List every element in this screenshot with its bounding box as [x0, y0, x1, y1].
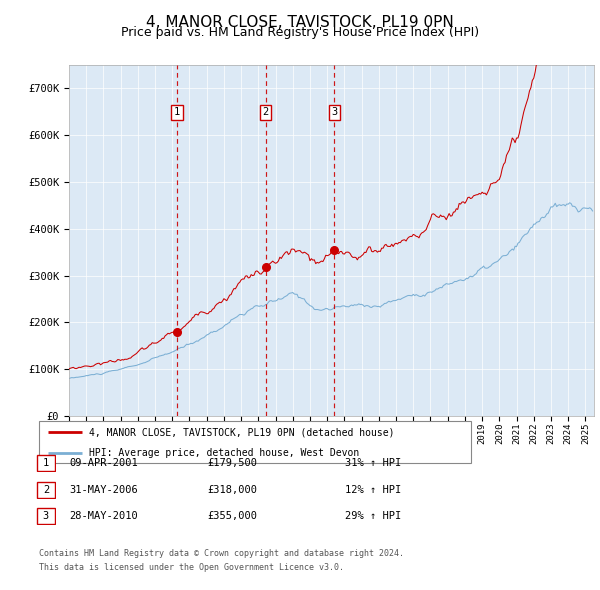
Text: 4, MANOR CLOSE, TAVISTOCK, PL19 0PN: 4, MANOR CLOSE, TAVISTOCK, PL19 0PN [146, 15, 454, 30]
Text: £179,500: £179,500 [207, 458, 257, 468]
Text: 28-MAY-2010: 28-MAY-2010 [69, 512, 138, 521]
Text: 29% ↑ HPI: 29% ↑ HPI [345, 512, 401, 521]
Text: £355,000: £355,000 [207, 512, 257, 521]
Text: 09-APR-2001: 09-APR-2001 [69, 458, 138, 468]
Text: 31% ↑ HPI: 31% ↑ HPI [345, 458, 401, 468]
FancyBboxPatch shape [37, 455, 55, 471]
Text: Price paid vs. HM Land Registry's House Price Index (HPI): Price paid vs. HM Land Registry's House … [121, 26, 479, 39]
Text: This data is licensed under the Open Government Licence v3.0.: This data is licensed under the Open Gov… [39, 563, 344, 572]
Text: 12% ↑ HPI: 12% ↑ HPI [345, 485, 401, 494]
Text: Contains HM Land Registry data © Crown copyright and database right 2024.: Contains HM Land Registry data © Crown c… [39, 549, 404, 558]
Text: 31-MAY-2006: 31-MAY-2006 [69, 485, 138, 494]
Text: HPI: Average price, detached house, West Devon: HPI: Average price, detached house, West… [89, 448, 359, 457]
FancyBboxPatch shape [39, 421, 471, 463]
Text: 2: 2 [262, 107, 269, 117]
Text: 3: 3 [331, 107, 337, 117]
Text: 4, MANOR CLOSE, TAVISTOCK, PL19 0PN (detached house): 4, MANOR CLOSE, TAVISTOCK, PL19 0PN (det… [89, 427, 394, 437]
Text: 2: 2 [43, 485, 49, 494]
Text: £318,000: £318,000 [207, 485, 257, 494]
FancyBboxPatch shape [37, 508, 55, 524]
Text: 1: 1 [43, 458, 49, 468]
Text: 3: 3 [43, 512, 49, 521]
FancyBboxPatch shape [37, 481, 55, 498]
Text: 1: 1 [174, 107, 180, 117]
